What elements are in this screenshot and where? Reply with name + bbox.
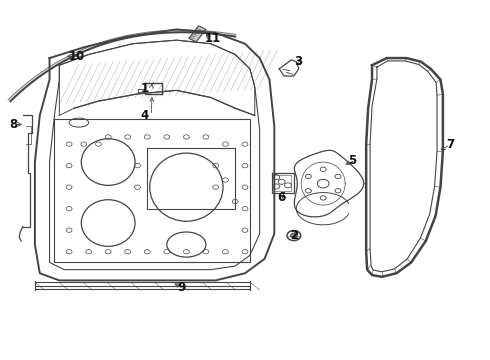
Text: 10: 10 (68, 50, 85, 63)
Text: 11: 11 (205, 32, 221, 45)
Circle shape (291, 233, 297, 238)
Polygon shape (189, 26, 206, 42)
Text: 4: 4 (141, 109, 149, 122)
Text: 6: 6 (277, 192, 286, 204)
Bar (147, 148, 235, 209)
Text: 8: 8 (9, 118, 17, 131)
Text: 1: 1 (141, 82, 149, 95)
Text: 7: 7 (446, 138, 454, 150)
Text: 9: 9 (177, 281, 186, 294)
Text: 5: 5 (348, 154, 357, 167)
Text: 3: 3 (294, 55, 303, 68)
Text: 2: 2 (290, 229, 298, 242)
